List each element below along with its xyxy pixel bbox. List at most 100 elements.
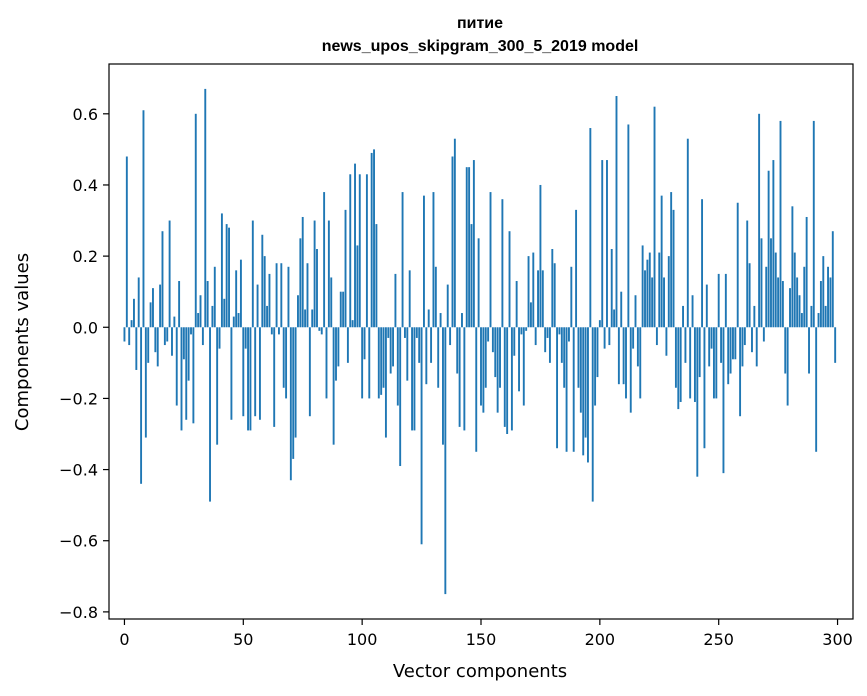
bar bbox=[615, 96, 618, 328]
bar bbox=[655, 327, 658, 346]
bar bbox=[518, 327, 520, 392]
bar bbox=[242, 327, 245, 417]
bar bbox=[570, 266, 573, 328]
bar bbox=[743, 327, 746, 346]
bar bbox=[394, 273, 397, 328]
bar bbox=[401, 192, 404, 328]
bar bbox=[808, 327, 810, 374]
bar bbox=[677, 327, 680, 410]
bar bbox=[387, 327, 390, 338]
bar bbox=[560, 327, 563, 363]
bar bbox=[824, 305, 827, 328]
bar bbox=[598, 320, 601, 328]
bar bbox=[392, 327, 394, 367]
bar bbox=[472, 160, 475, 328]
bar bbox=[805, 216, 808, 328]
bar bbox=[544, 327, 547, 353]
bar bbox=[494, 327, 497, 378]
bar bbox=[270, 327, 273, 335]
bar bbox=[399, 327, 402, 467]
bar bbox=[715, 327, 718, 399]
bar bbox=[147, 327, 150, 363]
bar bbox=[627, 124, 630, 328]
bar bbox=[444, 327, 447, 595]
bar bbox=[753, 305, 756, 328]
bar bbox=[304, 309, 307, 328]
bar bbox=[606, 160, 608, 328]
bar bbox=[330, 277, 333, 328]
bar bbox=[430, 327, 433, 363]
bar bbox=[620, 291, 623, 328]
x-tick-label: 0 bbox=[119, 630, 129, 649]
bar bbox=[204, 88, 207, 328]
bar bbox=[613, 309, 616, 328]
bar bbox=[480, 327, 482, 406]
bar bbox=[168, 220, 171, 328]
bar bbox=[292, 327, 295, 459]
bar bbox=[751, 327, 753, 353]
bar bbox=[346, 327, 349, 363]
bar bbox=[256, 284, 259, 328]
bar bbox=[646, 259, 649, 328]
bar bbox=[154, 327, 157, 353]
bar bbox=[765, 266, 768, 328]
bar bbox=[128, 327, 131, 346]
bar bbox=[125, 156, 128, 328]
bar bbox=[565, 327, 568, 452]
y-tick-label: −0.4 bbox=[59, 461, 98, 480]
bar bbox=[415, 327, 418, 338]
bar bbox=[829, 277, 832, 328]
bar bbox=[318, 327, 321, 331]
bar bbox=[406, 327, 409, 381]
bar bbox=[446, 284, 449, 328]
bar bbox=[515, 281, 518, 328]
x-axis-ticks: 0 50 100 150 200 250 300 bbox=[119, 619, 853, 649]
bar bbox=[285, 327, 288, 399]
bar bbox=[301, 216, 304, 328]
bar bbox=[691, 295, 694, 328]
chart-title-line-2: news_upos_skipgram_300_5_2019 model bbox=[322, 38, 639, 55]
bar bbox=[798, 295, 801, 328]
bar bbox=[453, 138, 456, 328]
bar bbox=[739, 327, 742, 417]
bar bbox=[644, 270, 646, 328]
bar bbox=[477, 238, 480, 328]
bar bbox=[487, 327, 490, 342]
bar bbox=[568, 327, 570, 342]
chart-title-line-1: питие bbox=[457, 15, 503, 32]
bar bbox=[696, 327, 699, 477]
bar bbox=[506, 327, 509, 434]
y-tick-label: 0.4 bbox=[73, 176, 98, 195]
bar bbox=[793, 252, 796, 328]
bar bbox=[594, 327, 597, 406]
bar bbox=[520, 327, 523, 335]
bar bbox=[289, 327, 292, 481]
bar bbox=[701, 199, 704, 328]
bar bbox=[501, 199, 504, 328]
bar bbox=[575, 209, 578, 328]
bar bbox=[380, 327, 383, 395]
bar bbox=[584, 327, 587, 438]
bar bbox=[617, 327, 620, 385]
y-tick-label: −0.6 bbox=[59, 532, 98, 551]
bar bbox=[458, 327, 461, 427]
bar bbox=[420, 327, 423, 545]
bar bbox=[216, 327, 219, 445]
bar bbox=[237, 313, 240, 328]
bar bbox=[361, 327, 364, 399]
bar bbox=[135, 327, 138, 370]
bar bbox=[408, 270, 411, 328]
bar bbox=[522, 327, 525, 406]
bar bbox=[774, 252, 777, 328]
bar bbox=[258, 327, 261, 420]
bar bbox=[297, 295, 299, 328]
bar bbox=[727, 327, 730, 385]
bar bbox=[468, 167, 471, 328]
bar bbox=[337, 327, 340, 367]
bar bbox=[194, 113, 197, 328]
bar bbox=[244, 327, 247, 349]
bar bbox=[499, 327, 501, 388]
bar bbox=[636, 327, 639, 367]
bar bbox=[156, 327, 159, 367]
